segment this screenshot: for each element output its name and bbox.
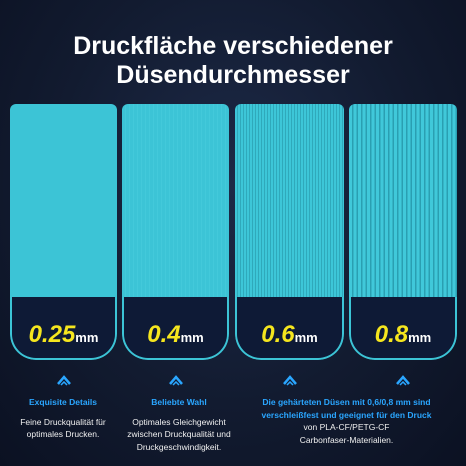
caption-heading: Beliebte Wahl [151,397,207,407]
unit: mm [408,330,432,345]
print-surface [235,104,344,297]
size-label: 0.25mm [12,321,115,349]
panel-footer: 0.4mm [122,297,229,360]
unit: mm [294,330,318,345]
caption: Beliebte Wahl Optimales Gleichgewicht zwis… [117,396,241,453]
caption-heading: Exquisite Details [28,397,98,407]
caption-body: Optimales Gleichgewicht [132,416,226,427]
caption-body: Carbonfaser-Materialien. [299,434,394,445]
nozzle-panel: 0.6mm [235,104,344,360]
caption-body: optimales Drucken. [26,429,100,439]
panel-footer: 0.6mm [235,297,344,360]
unit: mm [180,330,204,345]
caption-heading: verschleißfest und geeignet für den Druc… [261,409,432,420]
nozzle-panel: 0.25mm [10,104,117,360]
caption: Die gehärteten Düsen mit 0,6/0,8 mm sind… [230,396,463,446]
panel-footer: 0.25mm [10,297,117,360]
caret-icon [396,375,410,386]
caption-body: Druckgeschwindigkeit. [136,441,222,452]
nozzle-panel: 0.8mm [349,104,457,360]
size-label: 0.6mm [237,321,342,349]
size-label: 0.8mm [351,321,455,349]
print-surface [10,104,117,297]
spacer [4,409,122,416]
panel-footer: 0.8mm [349,297,457,360]
nozzle-size: 0.4 [147,321,181,348]
spacer [117,409,241,416]
caption-body: Feine Druckqualität für [20,416,106,427]
nozzle-size: 0.8 [374,321,409,348]
caret-icon [282,375,297,386]
print-surface [122,104,229,297]
caption-body: zwischen Druckqualität und [127,429,231,439]
caret-icon [168,375,183,386]
title-line: Druckfläche verschiedener [73,32,393,60]
caption-heading: Die gehärteten Düsen mit 0,6/0,8 mm sind [262,397,431,407]
caption: Exquisite Details Feine Druckqualität für… [4,396,122,441]
caption-body: von PLA-CF/PETG-CF [303,422,390,432]
nozzle-panel: 0.4mm [122,104,229,360]
unit: mm [75,330,99,345]
print-surface [349,104,457,297]
title-line: Düsendurchmesser [116,61,350,89]
nozzle-size: 0.25 [28,321,76,348]
caret-icon [56,375,71,386]
size-label: 0.4mm [124,321,227,349]
nozzle-size: 0.6 [261,321,295,348]
